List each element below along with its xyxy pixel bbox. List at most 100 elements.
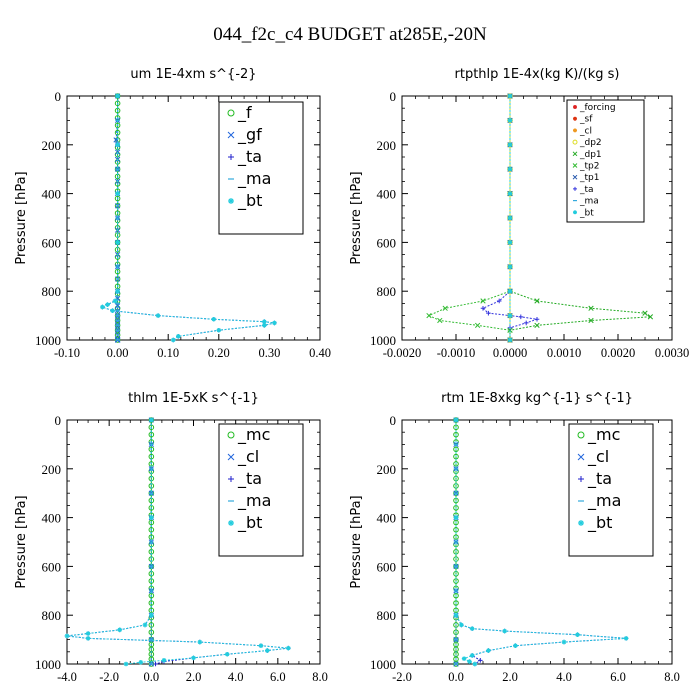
data-point (176, 334, 181, 339)
data-point (170, 337, 176, 343)
data-point (148, 519, 155, 526)
legend-box (218, 423, 304, 557)
data-point (507, 264, 513, 270)
legend: _forcing _sf_cl _dp2 _dp1 _tp2_tp1 _ta _ma_bt (566, 99, 645, 223)
x-tick-label: -0.0020 (383, 346, 422, 360)
data-point (507, 215, 513, 221)
x-tick-label: 4.0 (556, 670, 572, 684)
y-tick-label: 600 (42, 235, 62, 250)
data-point (480, 305, 486, 311)
data-point (112, 298, 118, 304)
data-point (507, 240, 513, 245)
data-point (478, 658, 483, 663)
data-point (472, 661, 478, 667)
data-point (110, 308, 115, 314)
figure-title: 044_f2c_c4 BUDGET at285E,-20N (213, 24, 487, 45)
y-axis-label: Pressure [hPa] (349, 171, 364, 264)
legend-label: _cl (587, 447, 609, 467)
legend-marker (228, 154, 234, 160)
data-point (469, 626, 475, 631)
legend-label: _ma (237, 491, 271, 511)
data-point (262, 319, 267, 324)
y-tick-label: 1000 (370, 333, 396, 348)
x-tick-label: 0.30 (258, 346, 280, 360)
data-point (588, 317, 594, 324)
x-tick-label: 0.0020 (601, 346, 635, 360)
legend-marker (227, 131, 235, 139)
data-point (149, 515, 154, 520)
data-point (115, 191, 120, 196)
data-point (149, 417, 154, 423)
data-point (453, 417, 459, 423)
chart-panel-1: um 1E-4xm s^{-2} -0.10 0.00 0.10 0.20 0.30 0.4… (14, 67, 331, 360)
data-point (85, 631, 91, 636)
y-tick-label: 400 (42, 511, 62, 526)
x-tick-label: 8.0 (664, 670, 680, 684)
x-tick-label: 0.0000 (493, 346, 527, 360)
data-point (534, 322, 540, 329)
data-point (453, 600, 459, 606)
data-point (117, 627, 123, 633)
data-point (426, 312, 432, 319)
legend-label: _cl (237, 447, 259, 467)
data-point (115, 142, 120, 148)
x-tick-label: -2.0 (392, 670, 412, 684)
data-point (642, 310, 648, 316)
x-tick-label: 0.00 (107, 346, 129, 360)
data-point (100, 304, 105, 310)
legend-box (566, 99, 645, 223)
data-point (523, 320, 529, 326)
y-tick-label: 200 (42, 138, 62, 153)
y-tick-label: 0 (390, 89, 397, 104)
x-tick-label: 0.0030 (655, 346, 689, 360)
y-tick-label: 200 (377, 462, 397, 477)
y-axis-label: Pressure [hPa] (14, 171, 29, 264)
data-point (486, 648, 491, 653)
series-line (427, 96, 511, 340)
data-point (216, 327, 222, 333)
x-tick-label: 0.0010 (547, 346, 581, 360)
data-point (513, 643, 518, 648)
data-point (461, 656, 467, 661)
y-tick-label: 1000 (35, 657, 61, 672)
legend-label: _ta (587, 469, 612, 489)
legend-marker (573, 186, 577, 191)
legend-label: _bt (587, 513, 612, 533)
legend-marker (572, 139, 578, 145)
panel-title: thlm 1E-5xK s^{-1} (128, 391, 259, 406)
x-tick-label: -0.0010 (437, 346, 476, 360)
legend-label: _ta (579, 185, 594, 195)
legend-marker (573, 128, 577, 133)
legend-label: _ta (237, 469, 262, 489)
legend-marker (578, 476, 584, 482)
data-point (262, 323, 267, 328)
legend-marker (577, 431, 585, 439)
data-point (453, 519, 459, 526)
data-point (115, 288, 120, 294)
data-point (469, 653, 475, 658)
y-tick-label: 800 (42, 284, 62, 299)
panel-title: rtm 1E-8xkg kg^{-1} s^{-1} (441, 391, 633, 406)
data-point (575, 632, 580, 638)
y-tick-label: 800 (377, 284, 397, 299)
legend-marker (572, 163, 578, 168)
legend-label: _tp1 (579, 173, 599, 183)
x-tick-label: 0.20 (208, 346, 230, 360)
y-tick-label: 800 (42, 608, 62, 623)
data-point (453, 612, 459, 618)
data-point (507, 327, 513, 333)
data-point (85, 636, 91, 641)
y-tick-label: 600 (42, 559, 62, 574)
y-tick-label: 0 (55, 413, 62, 428)
x-tick-label: -2.0 (99, 670, 119, 684)
x-tick-label: 2.0 (186, 670, 202, 684)
data-point (507, 337, 513, 343)
data-point (459, 622, 464, 628)
series-line (66, 420, 289, 665)
data-point (442, 305, 448, 311)
legend-label: _gf (237, 125, 262, 145)
data-point (507, 142, 513, 148)
legend-label: _ma (237, 169, 271, 189)
data-point (264, 648, 270, 653)
